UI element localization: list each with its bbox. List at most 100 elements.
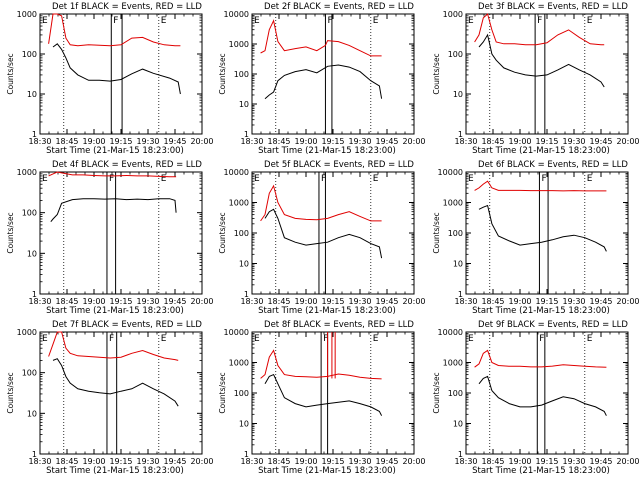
chart-panel-1: Det 1f BLACK = Events, RED = LLD 1 10 100 10… bbox=[6, 2, 214, 156]
y-tick-label: 10 bbox=[27, 249, 37, 258]
y-tick-label: 10 bbox=[239, 100, 249, 109]
y-axis-label: Counts/sec bbox=[218, 212, 227, 253]
series-lld-line bbox=[260, 184, 382, 222]
y-tick-label: 100 bbox=[234, 229, 249, 238]
y-tick-label: 10 bbox=[27, 90, 37, 99]
y-tick-label: 100 bbox=[22, 50, 37, 59]
y-tick-label: 10 bbox=[453, 420, 463, 429]
y-tick-label: 10 bbox=[27, 409, 37, 418]
chart-title: Det 3f BLACK = Events, RED = LLD bbox=[478, 2, 628, 12]
x-axis-label: Start Time (21-Mar-15 18:23:00) bbox=[258, 306, 396, 316]
x-tick-label: 19:30 bbox=[136, 137, 159, 146]
y-axis-label: Counts/sec bbox=[432, 53, 441, 94]
x-tick-label: 19:45 bbox=[375, 297, 398, 306]
y-tick-label: 1 bbox=[244, 290, 249, 299]
x-tick-label: 19:00 bbox=[294, 137, 317, 146]
y-tick-label: 1000 bbox=[17, 328, 37, 337]
series-events-line bbox=[264, 208, 383, 259]
x-axis-label: Start Time (21-Mar-15 18:23:00) bbox=[46, 466, 184, 476]
region-label: E bbox=[373, 174, 379, 184]
region-label: F bbox=[109, 174, 114, 184]
y-axis-label: Counts/sec bbox=[432, 372, 441, 413]
x-tick-label: 19:30 bbox=[136, 297, 159, 306]
y-axis-label: Counts/sec bbox=[6, 212, 15, 253]
series-lld-line bbox=[474, 13, 605, 46]
region-label: F bbox=[109, 334, 114, 344]
plot-frame bbox=[251, 331, 415, 455]
x-tick-label: 18:45 bbox=[55, 297, 78, 306]
chart-title: Det 7f BLACK = Events, RED = LLD bbox=[52, 320, 202, 330]
y-tick-label: 10000 bbox=[438, 328, 463, 337]
chart-panel-9: Det 9f BLACK = Events, RED = LLD 1 10 100 10… bbox=[432, 320, 640, 476]
x-tick-label: 19:30 bbox=[136, 457, 159, 466]
x-tick-label: 19:45 bbox=[375, 137, 398, 146]
x-tick-label: 19:45 bbox=[589, 457, 612, 466]
x-tick-label: 18:45 bbox=[55, 457, 78, 466]
x-tick-label: 19:45 bbox=[163, 297, 186, 306]
plot-frame bbox=[465, 331, 629, 455]
x-tick-label: 19:30 bbox=[348, 137, 371, 146]
chart-title: Det 4f BLACK = Events, RED = LLD bbox=[52, 160, 202, 170]
y-tick-label: 10000 bbox=[224, 328, 249, 337]
region-label: E bbox=[161, 174, 167, 184]
series-lld-line bbox=[48, 171, 177, 178]
chart-title: Det 6f BLACK = Events, RED = LLD bbox=[478, 160, 628, 170]
series-lld-line bbox=[48, 331, 179, 361]
region-label: E bbox=[42, 174, 48, 184]
x-tick-label: 18:30 bbox=[28, 137, 51, 146]
x-tick-label: 19:00 bbox=[82, 137, 105, 146]
y-axis-label: Counts/sec bbox=[218, 372, 227, 413]
y-tick-label: 1 bbox=[244, 450, 249, 459]
x-tick-label: 20:00 bbox=[616, 297, 639, 306]
chart-title: Det 1f BLACK = Events, RED = LLD bbox=[52, 2, 202, 12]
x-tick-label: 19:30 bbox=[562, 297, 585, 306]
x-tick-label: 18:30 bbox=[454, 297, 477, 306]
x-tick-label: 18:45 bbox=[481, 297, 504, 306]
chart-panel-4: Det 4f BLACK = Events, RED = LLD 1 10 100 10… bbox=[6, 160, 214, 316]
x-tick-label: 19:15 bbox=[109, 297, 132, 306]
x-tick-label: 19:30 bbox=[348, 297, 371, 306]
y-tick-label: 1000 bbox=[443, 10, 463, 19]
y-tick-label: 1 bbox=[458, 130, 463, 139]
y-tick-label: 10000 bbox=[224, 10, 249, 19]
chart-title: Det 8f BLACK = Events, RED = LLD bbox=[264, 320, 414, 330]
x-tick-label: 19:00 bbox=[294, 297, 317, 306]
series-lld-line bbox=[474, 180, 607, 192]
chart-panel-5: Det 5f BLACK = Events, RED = LLD 1 10 100 10… bbox=[218, 160, 426, 316]
y-tick-label: 10 bbox=[453, 260, 463, 269]
series-events-line bbox=[264, 373, 383, 416]
x-tick-label: 20:00 bbox=[190, 457, 213, 466]
y-tick-label: 1 bbox=[32, 290, 37, 299]
y-tick-label: 100 bbox=[448, 50, 463, 59]
x-tick-label: 20:00 bbox=[616, 137, 639, 146]
x-axis-label: Start Time (21-Mar-15 18:23:00) bbox=[46, 146, 184, 156]
y-tick-label: 100 bbox=[234, 389, 249, 398]
y-tick-label: 1 bbox=[458, 290, 463, 299]
region-label: E bbox=[42, 334, 48, 344]
x-tick-label: 19:45 bbox=[163, 137, 186, 146]
region-label: F bbox=[537, 16, 542, 26]
series-events-line bbox=[264, 64, 383, 100]
x-axis-label: Start Time (21-Mar-15 18:23:00) bbox=[258, 146, 396, 156]
chart-panel-6: Det 6f BLACK = Events, RED = LLD 1 10 100 10… bbox=[432, 160, 640, 316]
series-lld-line bbox=[48, 13, 181, 47]
y-tick-label: 1 bbox=[32, 130, 37, 139]
x-tick-label: 19:00 bbox=[82, 297, 105, 306]
y-axis-label: Counts/sec bbox=[432, 212, 441, 253]
x-tick-label: 19:30 bbox=[562, 137, 585, 146]
x-tick-label: 19:30 bbox=[348, 457, 371, 466]
x-tick-label: 18:45 bbox=[481, 137, 504, 146]
region-label: E bbox=[161, 334, 167, 344]
chart-panel-8: Det 8f BLACK = Events, RED = LLD 1 10 100 10… bbox=[218, 320, 426, 476]
series-lld-line bbox=[260, 19, 382, 57]
y-tick-label: 1000 bbox=[229, 40, 249, 49]
series-lld-line bbox=[474, 349, 607, 368]
y-tick-label: 10000 bbox=[438, 168, 463, 177]
x-tick-label: 19:00 bbox=[508, 297, 531, 306]
x-tick-label: 19:15 bbox=[321, 457, 344, 466]
region-label: F bbox=[541, 174, 546, 184]
x-tick-label: 18:45 bbox=[55, 137, 78, 146]
y-tick-label: 1000 bbox=[17, 10, 37, 19]
y-tick-label: 100 bbox=[22, 369, 37, 378]
